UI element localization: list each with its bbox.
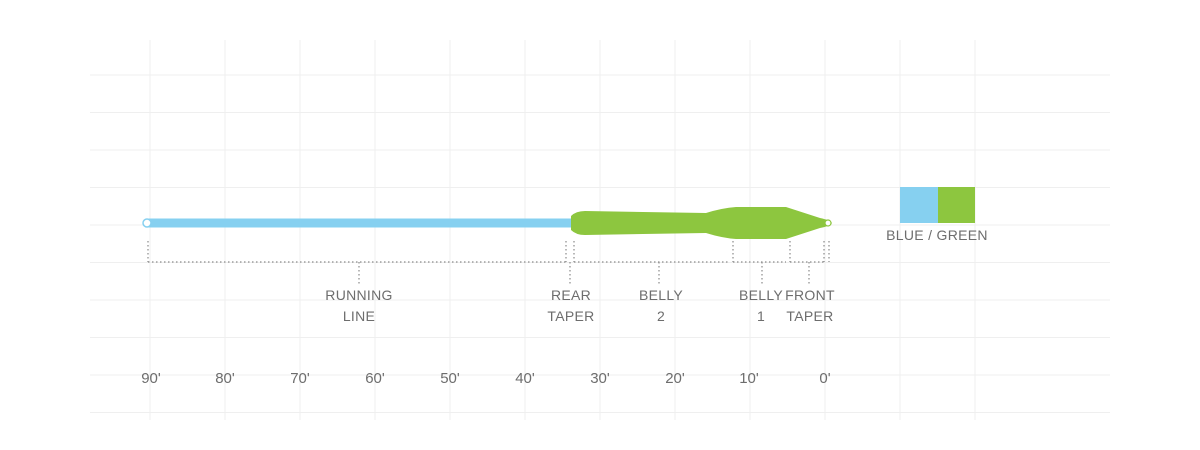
legend-swatch-green xyxy=(937,187,975,223)
axis-tick-label: 30' xyxy=(590,370,610,387)
axis-tick-label: 0' xyxy=(819,370,831,387)
head-taper-shape xyxy=(571,207,832,239)
color-legend-label: BLUE / GREEN xyxy=(886,227,988,243)
segment-label-front-taper: FRONT TAPER xyxy=(785,287,835,324)
axis-tick-label: 80' xyxy=(215,370,235,387)
segment-label-running-line: RUNNING LINE xyxy=(325,287,393,324)
axis-tick-label: 20' xyxy=(665,370,685,387)
segment-brackets xyxy=(147,241,830,284)
axis-tick-label: 50' xyxy=(440,370,460,387)
head-front-loop xyxy=(824,219,832,227)
legend-swatch-blue xyxy=(900,187,938,223)
axis-tick-label: 70' xyxy=(290,370,310,387)
axis-tick-label: 60' xyxy=(365,370,385,387)
running-line-shape xyxy=(148,218,573,228)
axis-tick-label: 10' xyxy=(739,370,759,387)
segment-label-belly-2: BELLY 2 xyxy=(638,287,684,324)
color-legend-swatch xyxy=(900,187,975,223)
running-line-end-loop xyxy=(142,218,152,228)
axis-tick-label: 40' xyxy=(515,370,535,387)
segment-label-rear-taper: REAR TAPER xyxy=(547,287,595,324)
segment-label-belly-1: BELLY 1 xyxy=(738,287,784,324)
axis-tick-label: 90' xyxy=(141,370,161,387)
